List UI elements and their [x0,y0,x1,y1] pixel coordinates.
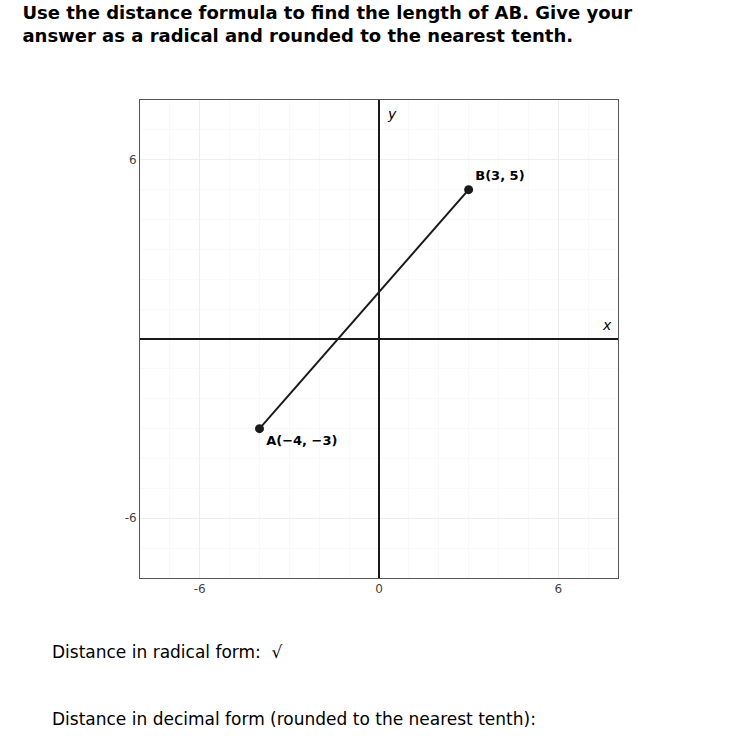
svg-text:6: 6 [129,153,137,167]
svg-text:6: 6 [554,582,562,596]
svg-text:A(−4, −3): A(−4, −3) [266,433,337,448]
svg-text:-6: -6 [125,511,137,525]
svg-text:x: x [602,317,612,333]
svg-text:y: y [387,106,397,122]
svg-text:0: 0 [375,582,383,596]
svg-text:Distance in decimal form (roun: Distance in decimal form (rounded to the… [52,709,536,729]
svg-text:Distance in radical form: √: Distance in radical form: √ [52,642,283,662]
svg-text:-6: -6 [194,582,206,596]
svg-text:B(3, 5): B(3, 5) [475,168,524,183]
svg-text:Use the distance formula to fi: Use the distance formula to find the len… [22,2,632,46]
